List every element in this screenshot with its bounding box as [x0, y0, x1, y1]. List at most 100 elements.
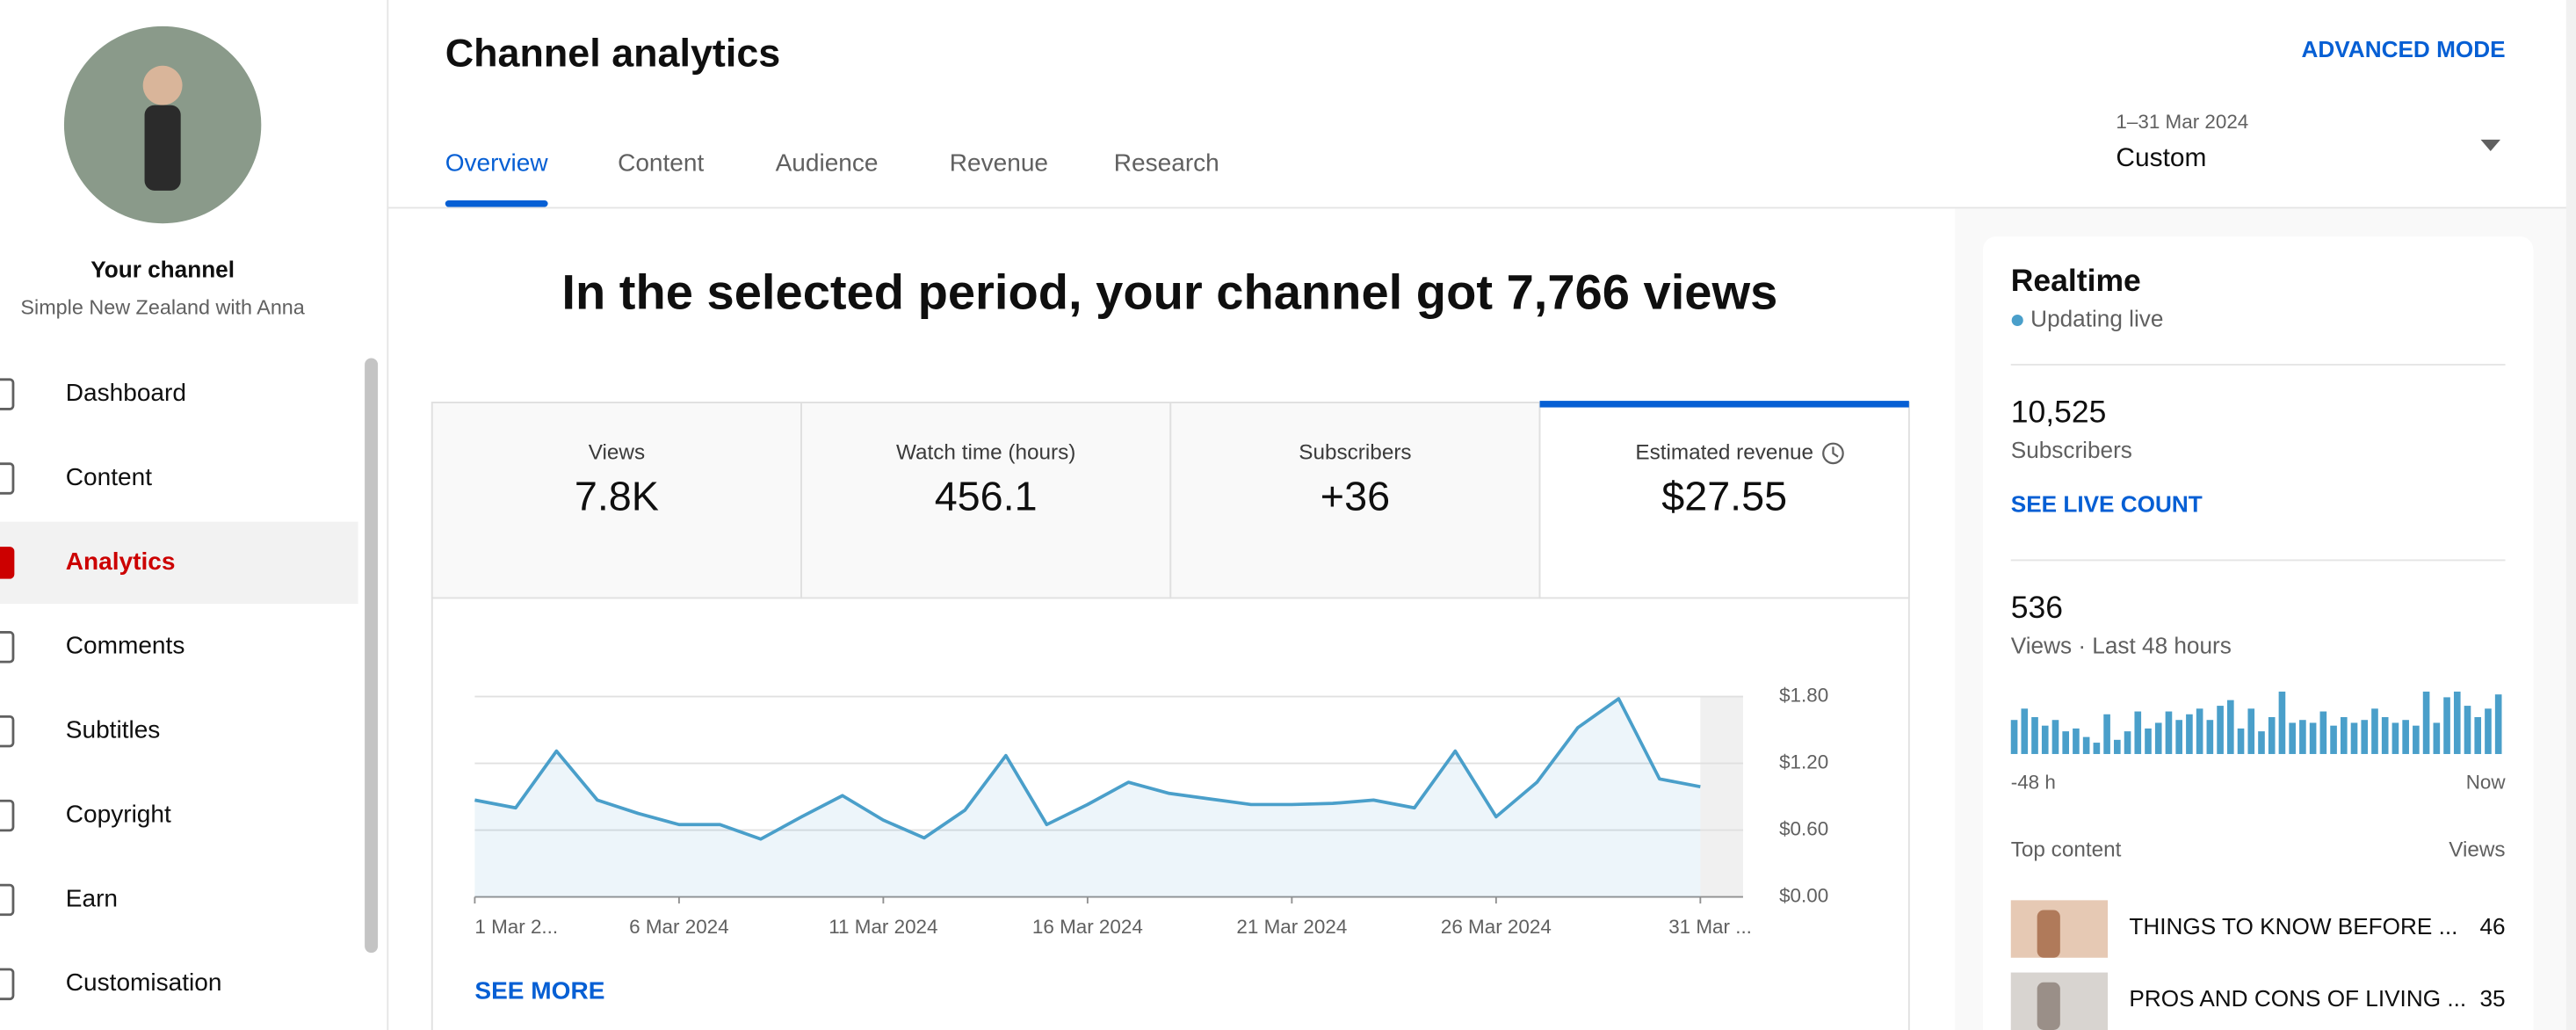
nav-item[interactable]: Content [66, 463, 152, 490]
bar [2206, 720, 2214, 754]
metrics: Views 7.8K Watch time (hours) 456.1 Subscrib… [431, 401, 1910, 599]
views-value: 536 [2011, 590, 2063, 625]
tab[interactable]: Research [1114, 149, 1219, 176]
bar [2309, 722, 2317, 754]
live-status: Updating live [2030, 305, 2163, 331]
tab[interactable]: Overview [445, 149, 549, 176]
nav-item[interactable]: Subtitles [66, 716, 161, 743]
bar [2186, 714, 2193, 754]
metric-label: Views [589, 440, 645, 464]
video-views: 46 [2479, 913, 2505, 939]
subscribers-value: 10,525 [2011, 394, 2107, 429]
bar [2391, 722, 2399, 754]
y-tick-label: $1.20 [1779, 751, 1828, 772]
video-title[interactable]: PROS AND CONS OF LIVING ... [2129, 985, 2466, 1012]
nav-item[interactable]: Copyright [66, 800, 171, 827]
x-tick-label: 11 Mar 2024 [829, 916, 937, 938]
bar [2340, 716, 2348, 754]
nav-item[interactable]: Earn [66, 884, 118, 911]
bar [2062, 731, 2070, 754]
bar [2494, 694, 2502, 754]
bar [2350, 722, 2358, 754]
bar [2361, 720, 2369, 754]
bar [2154, 722, 2162, 754]
avatar-figure [142, 65, 183, 105]
tabs: Overview Content Audience Revenue Research [445, 149, 1219, 207]
y-tick-label: $0.60 [1779, 818, 1828, 840]
bars-end: Now [2466, 772, 2507, 794]
video-views: 35 [2479, 985, 2505, 1012]
info-icon-hand [1832, 446, 1839, 458]
bar [2103, 714, 2110, 754]
bar [2073, 728, 2080, 754]
see-more[interactable]: SEE MORE [474, 976, 604, 1004]
x-tick-label: 16 Mar 2024 [1032, 916, 1143, 938]
avatar-figure-body [144, 105, 181, 191]
metric-label: Watch time (hours) [896, 440, 1075, 464]
info-icon[interactable] [1822, 442, 1844, 465]
nav-icon [0, 883, 15, 917]
nav-item[interactable]: Dashboard [66, 379, 186, 406]
channel-title: Your channel [90, 256, 235, 282]
realtime-title: Realtime [2011, 263, 2141, 298]
x-tick-label: 6 Mar 2024 [629, 916, 728, 938]
bar [2175, 720, 2182, 754]
bar [2278, 691, 2286, 754]
advanced-mode[interactable]: ADVANCED MODE [2302, 36, 2506, 62]
bar [2330, 725, 2337, 754]
subscribers-label: Subscribers [2011, 437, 2132, 463]
nav-icon [0, 968, 15, 1001]
realtime-bars [2010, 691, 2502, 754]
tab-indicator [445, 200, 548, 207]
metric-card[interactable] [1538, 402, 1910, 599]
date-preset[interactable]: Custom [2116, 143, 2206, 172]
dropdown-arrow[interactable] [2480, 139, 2500, 151]
bar [2371, 708, 2378, 754]
video-title[interactable]: THINGS TO KNOW BEFORE ... [2129, 913, 2457, 939]
bar [2402, 720, 2409, 754]
x-tick-label: 21 Mar 2024 [1236, 916, 1347, 938]
tab[interactable]: Revenue [950, 149, 1048, 176]
line [474, 697, 1701, 841]
bar [2041, 725, 2049, 754]
bar [2082, 736, 2090, 754]
metric-value: +36 [1321, 474, 1390, 519]
x-tick-label: 31 Mar ... [1668, 916, 1752, 938]
metric-card[interactable] [800, 402, 1172, 599]
area [474, 699, 1701, 897]
thumbnail-figure [2037, 982, 2060, 1030]
revenue-chart: $0.00 $0.60 $1.20 $1.80 1 Mar 2... 6 Mar 2024… [474, 684, 1828, 938]
see-live-count[interactable]: SEE LIVE COUNT [2011, 491, 2203, 518]
nav-item[interactable]: Customisation [66, 968, 222, 996]
bar [2031, 716, 2038, 754]
tab[interactable]: Content [618, 149, 704, 176]
bar [2196, 708, 2203, 754]
live-dot [2011, 314, 2023, 327]
bar [2433, 722, 2441, 754]
realtime-card [1982, 236, 2534, 1030]
metric-label: Subscribers [1299, 440, 1411, 464]
bar [2268, 716, 2276, 754]
nav-icon [0, 714, 15, 748]
bar [2165, 711, 2173, 754]
bar [2443, 697, 2450, 754]
page-title: Channel analytics [445, 30, 781, 75]
nav-item[interactable]: Comments [66, 632, 185, 659]
bar [2464, 706, 2471, 754]
y-tick-label: $1.80 [1779, 684, 1828, 706]
nav-item[interactable]: Analytics [66, 548, 176, 575]
page-scrollbar [2565, 0, 2576, 1030]
nav-icon [0, 378, 15, 410]
channel-name: Simple New Zealand with Anna [20, 296, 304, 319]
bar [2422, 691, 2430, 754]
metric-card[interactable] [431, 402, 802, 599]
bar [2145, 728, 2152, 754]
metric-value: 456.1 [935, 474, 1038, 519]
bar [2453, 691, 2461, 754]
nav-icon [0, 462, 15, 495]
top-content: THINGS TO KNOW BEFORE ... 46 PROS AND CONS… [2010, 900, 2506, 1030]
date-range: 1–31 Mar 2024 [2116, 111, 2248, 133]
nav-icon [0, 631, 15, 664]
bar [2299, 720, 2306, 754]
tab[interactable]: Audience [776, 149, 879, 176]
